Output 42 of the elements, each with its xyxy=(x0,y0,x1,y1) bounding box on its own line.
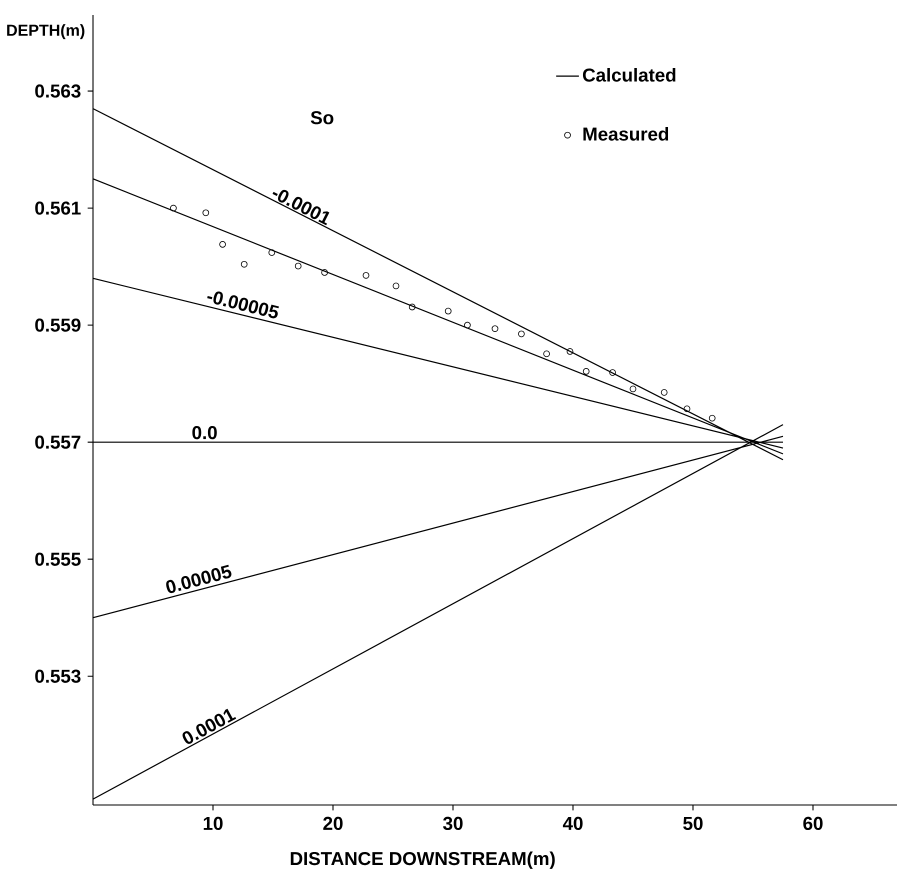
point xyxy=(362,272,370,279)
point xyxy=(294,262,302,270)
legend-label: Measured xyxy=(583,126,668,141)
point xyxy=(408,304,416,310)
point xyxy=(609,369,616,376)
point xyxy=(660,389,668,396)
point xyxy=(630,386,636,392)
point xyxy=(492,325,498,332)
x-tick-label: 10 xyxy=(204,816,223,830)
x-tick-label: 50 xyxy=(683,816,703,830)
point xyxy=(543,350,550,358)
point xyxy=(170,204,177,212)
point xyxy=(582,368,590,375)
point xyxy=(240,260,248,268)
point xyxy=(518,330,525,338)
y-tick-label: 0.553 xyxy=(35,670,80,683)
y-tick-label: 0.563 xyxy=(35,84,80,98)
y-tick-label: 0.557 xyxy=(35,436,80,449)
point xyxy=(708,414,716,422)
x-tick-label: 30 xyxy=(443,816,463,830)
annotation: So xyxy=(310,111,334,124)
x-axis-title: DISTANCE DOWNSTREAM(m) xyxy=(290,851,555,869)
point xyxy=(392,282,400,290)
y-axis-title: DEPTH(m) xyxy=(7,24,84,40)
x-tick-label: 20 xyxy=(323,816,343,830)
y-tick-label: 0.561 xyxy=(35,201,81,215)
annotation: 0.0 xyxy=(192,426,217,440)
point xyxy=(464,322,471,328)
point xyxy=(444,308,452,314)
y-tick-label: 0.559 xyxy=(35,318,80,332)
annotation: -0.00005 xyxy=(207,292,279,318)
point xyxy=(202,209,210,216)
annotation: 0.00005 xyxy=(166,564,232,594)
point xyxy=(219,241,226,248)
point xyxy=(268,249,276,256)
x-tick-label: 60 xyxy=(803,816,823,830)
point xyxy=(321,269,328,276)
x-tick-label: 40 xyxy=(562,816,583,830)
legend-label: Calculated xyxy=(582,68,676,82)
point xyxy=(684,405,690,412)
y-tick-label: 0.555 xyxy=(35,552,81,566)
point xyxy=(566,348,574,355)
